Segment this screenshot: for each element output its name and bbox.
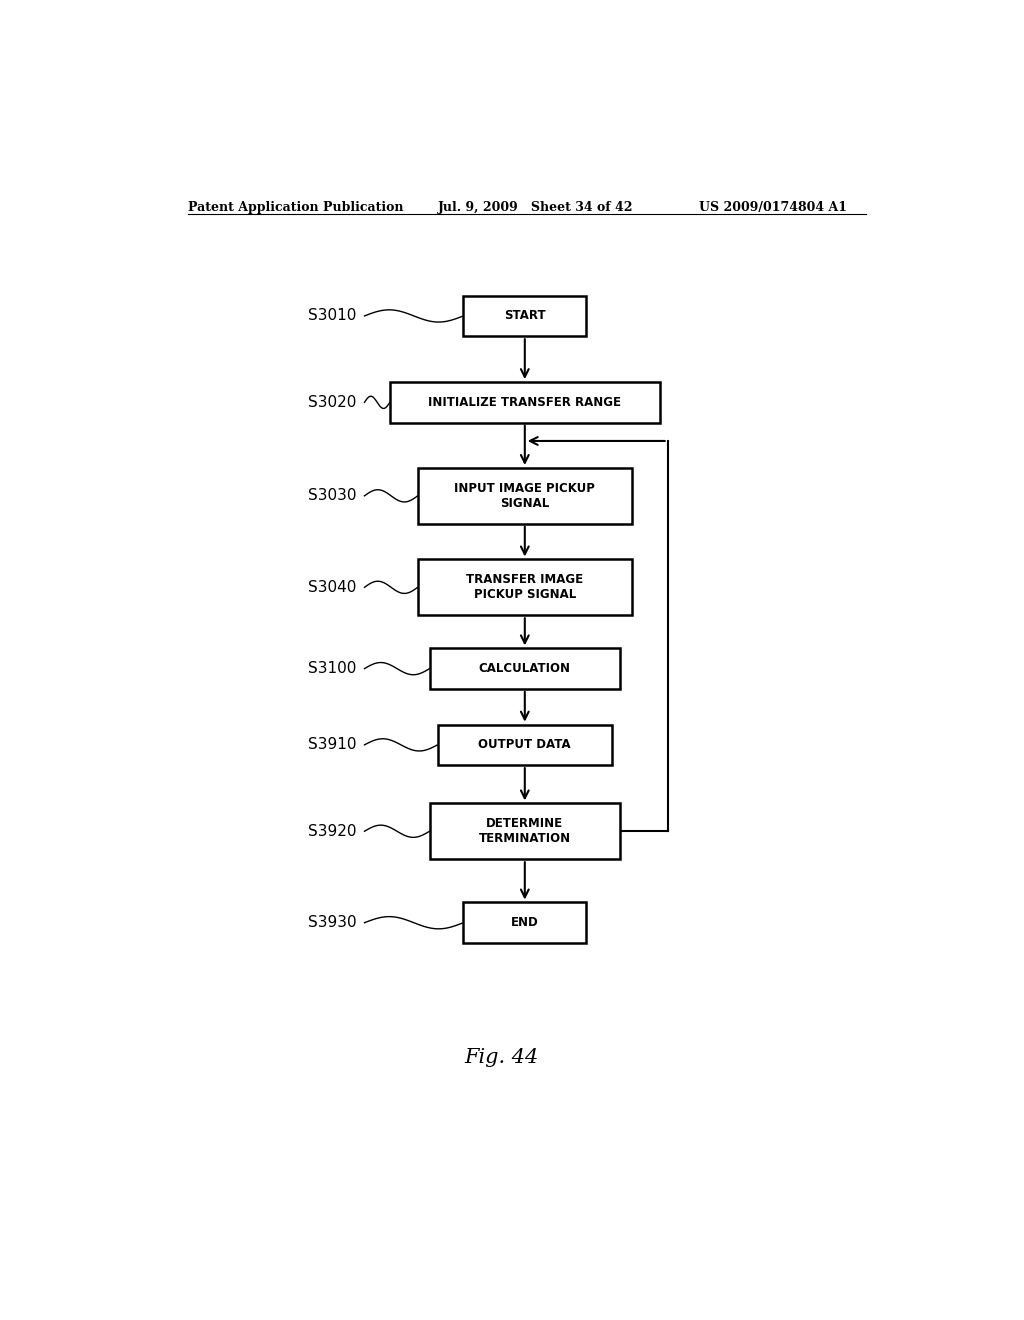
FancyBboxPatch shape [463,296,587,337]
FancyBboxPatch shape [418,560,632,615]
Text: Patent Application Publication: Patent Application Publication [187,201,403,214]
FancyBboxPatch shape [430,804,620,859]
Text: S3040: S3040 [308,579,356,595]
Text: START: START [504,309,546,322]
Text: Fig. 44: Fig. 44 [464,1048,539,1068]
Text: S3910: S3910 [308,738,356,752]
FancyBboxPatch shape [437,725,612,766]
Text: OUTPUT DATA: OUTPUT DATA [478,738,571,751]
Text: S3100: S3100 [308,661,356,676]
Text: S3930: S3930 [308,915,356,931]
Text: INPUT IMAGE PICKUP
SIGNAL: INPUT IMAGE PICKUP SIGNAL [455,482,595,510]
Text: END: END [511,916,539,929]
Text: TRANSFER IMAGE
PICKUP SIGNAL: TRANSFER IMAGE PICKUP SIGNAL [466,573,584,602]
Text: INITIALIZE TRANSFER RANGE: INITIALIZE TRANSFER RANGE [428,396,622,409]
Text: Jul. 9, 2009   Sheet 34 of 42: Jul. 9, 2009 Sheet 34 of 42 [437,201,633,214]
FancyBboxPatch shape [390,381,659,422]
FancyBboxPatch shape [430,648,620,689]
Text: S3030: S3030 [308,488,356,503]
Text: S3920: S3920 [308,824,356,838]
FancyBboxPatch shape [418,467,632,524]
Text: US 2009/0174804 A1: US 2009/0174804 A1 [699,201,848,214]
Text: S3010: S3010 [308,309,356,323]
Text: DETERMINE
TERMINATION: DETERMINE TERMINATION [479,817,570,845]
Text: CALCULATION: CALCULATION [479,663,570,675]
Text: S3020: S3020 [308,395,356,409]
FancyBboxPatch shape [463,903,587,942]
